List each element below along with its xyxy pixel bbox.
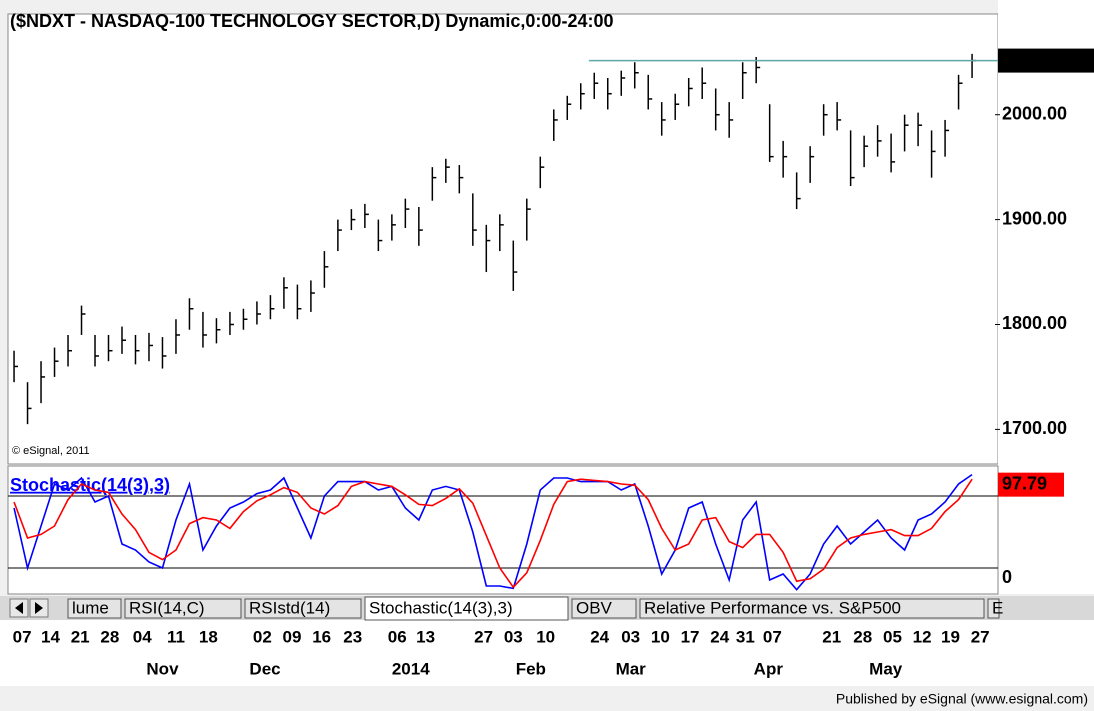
- x-tick-label: 02: [253, 627, 272, 646]
- month-label: 2014: [392, 659, 430, 678]
- month-label: Mar: [616, 659, 647, 678]
- x-tick-label: 21: [71, 627, 90, 646]
- last-price-label: 2051.58: [1002, 49, 1067, 69]
- tab[interactable]: [987, 598, 1000, 619]
- y-tick-label: 2000.00: [1002, 103, 1067, 123]
- y-tick-label: 1900.00: [1002, 208, 1067, 228]
- x-tick-label: 03: [621, 627, 640, 646]
- tab-label[interactable]: Stochastic(14(3),3): [369, 598, 513, 617]
- x-tick-label: 18: [199, 627, 218, 646]
- tab[interactable]: [67, 598, 122, 619]
- x-tick-label: 10: [651, 627, 670, 646]
- x-tick-label: 24: [590, 627, 609, 646]
- tab-label[interactable]: Relative Performance vs. S&P500: [644, 598, 901, 617]
- month-label: May: [869, 659, 903, 678]
- date-axis: [0, 620, 1094, 686]
- price-panel: [7, 13, 999, 465]
- month-label: Feb: [516, 659, 546, 678]
- x-tick-label: 03: [504, 627, 523, 646]
- tab-label[interactable]: RSI(14,C): [129, 598, 205, 617]
- tab-label[interactable]: E: [992, 598, 1003, 617]
- tab-label[interactable]: lume: [72, 598, 109, 617]
- month-label: Dec: [249, 659, 280, 678]
- x-tick-label: 10: [536, 627, 555, 646]
- tab-label[interactable]: OBV: [576, 598, 613, 617]
- x-tick-label: 27: [474, 627, 493, 646]
- last-value-box: [998, 472, 1064, 497]
- tab[interactable]: [571, 598, 637, 619]
- x-tick-label: 27: [971, 627, 990, 646]
- x-tick-label: 21: [822, 627, 841, 646]
- x-tick-label: 07: [763, 627, 782, 646]
- x-tick-label: 13: [416, 627, 435, 646]
- x-tick-label: 07: [13, 627, 32, 646]
- indicator-title: Stochastic(14(3),3): [10, 475, 170, 495]
- tab[interactable]: [244, 598, 362, 619]
- x-tick-label: 11: [167, 627, 185, 646]
- x-tick-label: 12: [913, 627, 932, 646]
- x-tick-label: 05: [883, 627, 902, 646]
- footer: Published by eSignal (www.esignal.com): [836, 691, 1088, 707]
- arrow-icon: [15, 602, 23, 614]
- x-tick-label: 04: [133, 627, 152, 646]
- annotation: © eSignal, 2011: [12, 445, 90, 457]
- tab[interactable]: [124, 598, 242, 619]
- y-tick-label: 1800.00: [1002, 313, 1067, 333]
- x-tick-label: 24: [710, 627, 729, 646]
- x-tick-label: 06: [388, 627, 407, 646]
- y-tick-label: 1700.00: [1002, 418, 1067, 438]
- last-price-box: [998, 48, 1094, 73]
- x-tick-label: 09: [283, 627, 302, 646]
- y-tick-label: 0: [1002, 567, 1012, 587]
- month-label: Nov: [146, 659, 179, 678]
- stochastic-line: [13, 473, 973, 591]
- last-value-label: 97.79: [1002, 473, 1047, 493]
- x-tick-label: 23: [343, 627, 362, 646]
- x-tick-label: 19: [941, 627, 960, 646]
- x-tick-label: 31: [736, 627, 755, 646]
- x-tick-label: 14: [41, 627, 60, 646]
- axis-panel: [998, 0, 1094, 594]
- stochastic-line: [13, 478, 973, 589]
- month-label: Apr: [754, 659, 784, 678]
- x-tick-label: 28: [853, 627, 872, 646]
- chart-title: ($NDXT - NASDAQ-100 TECHNOLOGY SECTOR,D)…: [10, 11, 613, 31]
- x-tick-label: 16: [312, 627, 331, 646]
- arrow-icon: [35, 602, 43, 614]
- x-tick-label: 17: [681, 627, 700, 646]
- tab-label[interactable]: RSIstd(14): [249, 598, 330, 617]
- x-tick-label: 28: [100, 627, 119, 646]
- tab[interactable]: [639, 598, 985, 619]
- tab[interactable]: [364, 596, 569, 621]
